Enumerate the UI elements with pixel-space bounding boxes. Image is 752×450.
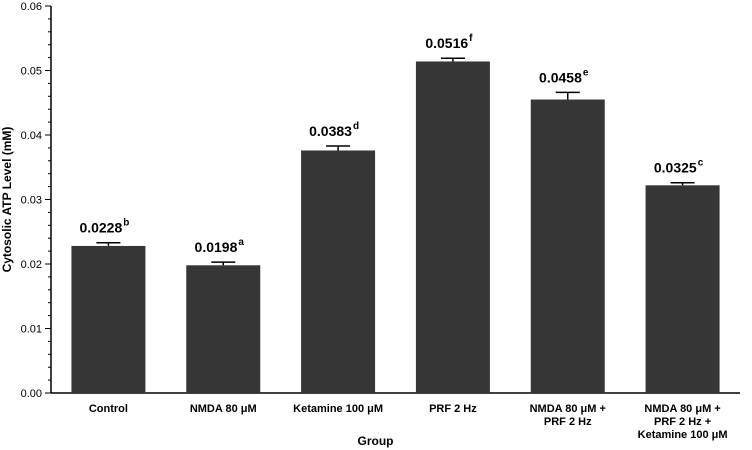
bar (186, 265, 261, 393)
bar-group: 0.0383d (301, 121, 376, 393)
bar-group: 0.0516f (415, 33, 490, 393)
y-tick-label: 0.04 (21, 130, 42, 142)
bar (645, 185, 720, 393)
bar (415, 61, 490, 393)
x-tick-label: NMDA 80 μM (190, 403, 257, 415)
y-tick-label: 0.03 (21, 195, 42, 207)
data-label: 0.0325c (654, 158, 704, 176)
bar (71, 245, 146, 393)
bar-group: 0.0458e (530, 67, 605, 394)
y-tick-label: 0.00 (21, 388, 42, 400)
bar (301, 150, 376, 393)
y-tick-label: 0.02 (21, 259, 42, 271)
y-tick-label: 0.01 (21, 324, 42, 336)
x-axis-title: Group (358, 434, 394, 448)
y-axis: 0.00 0.01 0.02 0.03 0.04 0.05 0.06 (21, 1, 52, 400)
category-labels: Control NMDA 80 μM Ketamine 100 μM PRF 2 Hz… (89, 403, 728, 441)
y-axis-title: Cytosolic ATP Level (mM) (0, 127, 14, 273)
bar-group: 0.0198a (186, 237, 261, 393)
y-tick-label: 0.05 (21, 66, 42, 78)
x-tick-label: PRF 2 Hz (429, 403, 477, 415)
x-tick-label: NMDA 80 μM + PRF 2 Hz + Ketamine 100 μM (638, 403, 728, 441)
x-tick-label: NMDA 80 μM + PRF 2 Hz (530, 403, 606, 428)
data-label: 0.0516f (425, 33, 473, 51)
x-tick-label: Control (89, 403, 128, 415)
bar-group: 0.0228b (71, 218, 146, 393)
bar-group: 0.0325c (645, 158, 720, 393)
data-label: 0.0198a (195, 237, 245, 255)
x-tick-label: Ketamine 100 μM (293, 403, 383, 415)
bar (530, 99, 605, 394)
data-label: 0.0458e (539, 67, 589, 85)
data-label: 0.0228b (79, 218, 129, 236)
data-label: 0.0383d (309, 121, 359, 139)
bars-group: 0.0228b 0.0198a 0.0383d 0.0516f 0.0458e 0.032… (71, 33, 720, 394)
y-tick-label: 0.06 (21, 1, 42, 13)
